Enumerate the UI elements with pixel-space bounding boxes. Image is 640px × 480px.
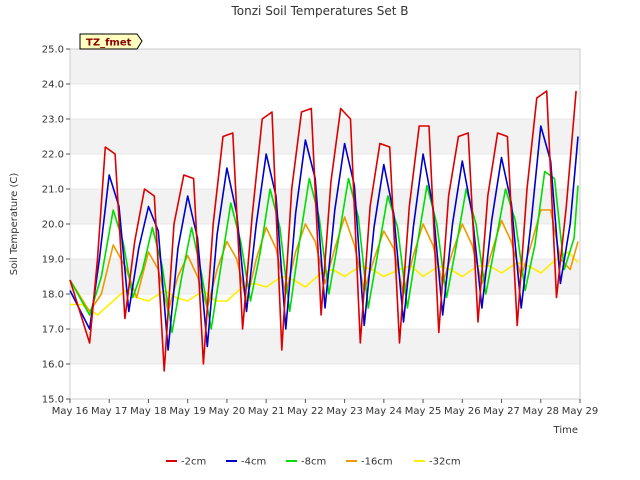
x-tick-label: May 18 xyxy=(130,406,167,417)
y-tick-label: 21.0 xyxy=(42,185,64,196)
y-tick-label: 25.0 xyxy=(42,45,64,56)
x-tick-label: May 25 xyxy=(405,406,442,417)
x-tick-label: May 16 xyxy=(52,406,89,417)
series-line-minus-4cm xyxy=(69,125,579,351)
legend-label: -2cm xyxy=(181,457,206,468)
y-tick-label: 15.0 xyxy=(42,395,64,406)
y-tick-label: 16.0 xyxy=(42,360,64,371)
legend-label: -8cm xyxy=(301,457,326,468)
series-line-minus-2cm xyxy=(69,90,577,372)
x-tick-label: May 23 xyxy=(326,406,363,417)
legend: -2cm -4cm -8cm -16cm -32cm xyxy=(166,457,461,468)
series-line-minus-32cm xyxy=(70,251,579,316)
x-tick-label: May 20 xyxy=(209,406,246,417)
series-line-minus-8cm xyxy=(69,170,579,334)
grid-band xyxy=(70,329,580,364)
station-label: TZ_fmet xyxy=(86,38,132,49)
legend-label: -16cm xyxy=(361,457,393,468)
chart-title: Tonzi Soil Temperatures Set B xyxy=(231,4,409,18)
x-tick-label: May 24 xyxy=(366,406,403,417)
y-axis: 15.0 16.0 17.0 18.0 19.0 20.0 21.0 22.0 23.0 24.0… xyxy=(42,45,70,406)
x-tick-label: May 17 xyxy=(91,406,128,417)
y-tick-label: 18.0 xyxy=(42,290,64,301)
x-tick-label: May 28 xyxy=(522,406,559,417)
x-tick-label: May 27 xyxy=(483,406,520,417)
y-tick-label: 24.0 xyxy=(42,80,64,91)
grid-band xyxy=(70,119,580,154)
station-label-box: TZ_fmet xyxy=(79,33,143,50)
legend-label: -4cm xyxy=(241,457,266,468)
x-tick-label: May 29 xyxy=(562,406,599,417)
x-axis-title: Time xyxy=(553,425,578,436)
station-label-shape xyxy=(79,33,143,50)
y-tick-label: 17.0 xyxy=(42,325,64,336)
grid-band xyxy=(70,189,580,224)
x-tick-label: May 26 xyxy=(444,406,481,417)
grid-band xyxy=(70,49,580,84)
y-tick-label: 19.0 xyxy=(42,255,64,266)
series-lines xyxy=(69,90,579,372)
y-tick-label: 22.0 xyxy=(42,150,64,161)
x-tick-label: May 22 xyxy=(287,406,324,417)
y-tick-label: 23.0 xyxy=(42,115,64,126)
x-tick-label: May 21 xyxy=(248,406,285,417)
x-axis: May 16 May 17 May 18 May 19 May 20 May 21 May … xyxy=(52,399,599,417)
x-tick-label: May 19 xyxy=(169,406,206,417)
y-axis-title: Soil Temperature (C) xyxy=(9,173,20,276)
legend-label: -32cm xyxy=(429,457,461,468)
y-tick-label: 20.0 xyxy=(42,220,64,231)
